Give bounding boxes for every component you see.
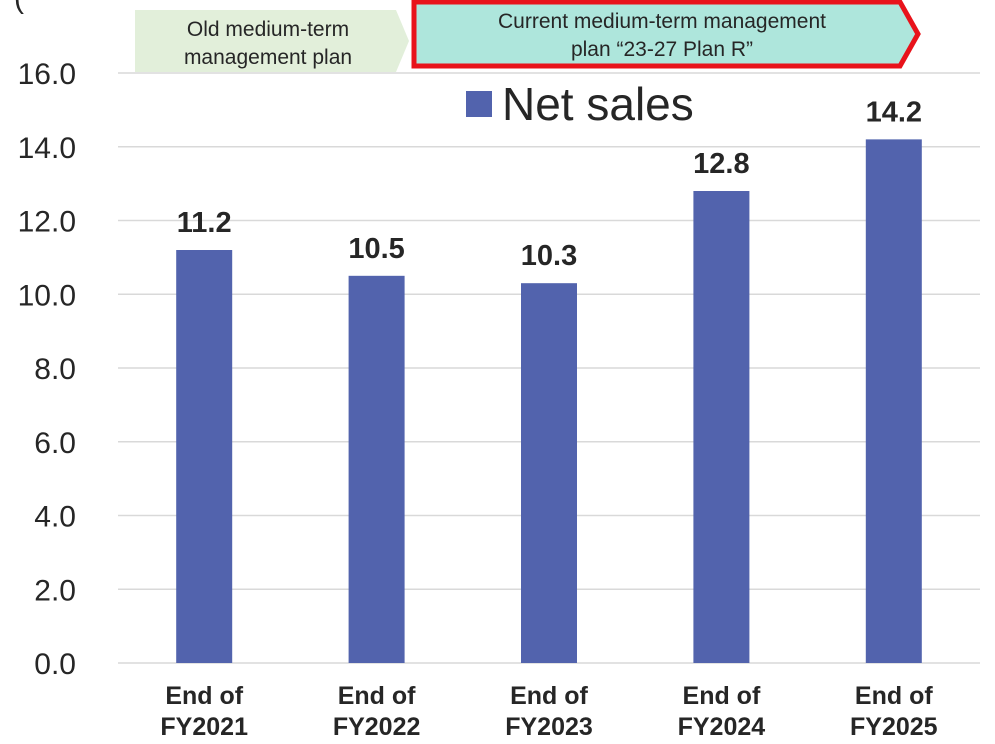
- data-label: 14.2: [866, 96, 922, 128]
- data-label: 12.8: [693, 148, 749, 180]
- x-tick-label: End of: [510, 682, 588, 710]
- current-plan-banner: Current medium-term management plan “23-…: [411, 0, 921, 69]
- y-tick-label: 2.0: [34, 574, 76, 607]
- x-axis-ticks: End of FY2021 End of FY2022 End of FY2023 End …: [160, 682, 937, 741]
- y-axis-ticks: 0.0 2.0 4.0 6.0 8.0 10.0 12.0 14.0 16.0: [18, 58, 76, 681]
- old-plan-banner: Old medium-term management plan: [135, 10, 409, 72]
- legend: Net sales: [466, 78, 694, 130]
- bars: [176, 139, 922, 663]
- x-tick-label: FY2024: [678, 713, 766, 741]
- data-label: 10.5: [348, 233, 404, 265]
- y-tick-label: 4.0: [34, 501, 76, 534]
- y-tick-label: 14.0: [18, 132, 76, 165]
- y-tick-label: 8.0: [34, 353, 76, 386]
- x-tick-label: End of: [165, 682, 243, 710]
- bar: [521, 283, 577, 663]
- data-label: 11.2: [177, 207, 232, 239]
- y-tick-label: 16.0: [18, 58, 76, 91]
- x-tick-label: FY2025: [850, 713, 938, 741]
- y-tick-label: 10.0: [18, 279, 76, 312]
- bar: [176, 250, 233, 663]
- y-tick-label: 12.0: [18, 206, 76, 239]
- data-labels: 11.2 10.5 10.3 12.8 14.2: [177, 96, 922, 272]
- old-plan-label-line2: management plan: [184, 46, 352, 69]
- bar: [865, 139, 922, 663]
- y-tick-label: 6.0: [34, 427, 76, 460]
- y-tick-label: 0.0: [34, 648, 76, 681]
- legend-swatch: [466, 91, 492, 117]
- x-tick-label: End of: [683, 682, 761, 710]
- x-tick-label: FY2022: [333, 713, 421, 741]
- old-plan-label-line1: Old medium-term: [187, 18, 349, 41]
- y-axis-label: (: [14, 0, 24, 15]
- bar: [348, 275, 405, 663]
- data-label: 10.3: [521, 240, 577, 272]
- legend-label: Net sales: [502, 78, 694, 130]
- bar: [693, 191, 750, 663]
- x-tick-label: FY2021: [160, 713, 248, 741]
- x-tick-label: End of: [855, 682, 933, 710]
- x-tick-label: FY2023: [505, 713, 593, 741]
- x-tick-label: End of: [338, 682, 416, 710]
- current-plan-label-line1: Current medium-term management: [498, 10, 826, 33]
- current-plan-label-line2: plan “23-27 Plan R”: [571, 38, 753, 61]
